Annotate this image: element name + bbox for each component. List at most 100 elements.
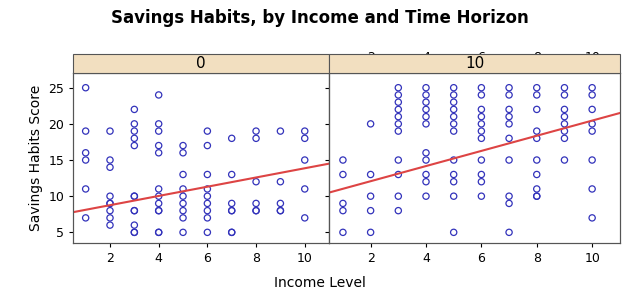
Point: [105, 194, 115, 199]
Point: [476, 158, 486, 162]
Point: [178, 230, 188, 235]
Point: [203, 208, 213, 213]
Point: [105, 201, 115, 206]
Point: [504, 201, 514, 206]
Point: [153, 93, 164, 97]
Point: [449, 179, 459, 184]
Point: [178, 216, 188, 220]
Point: [129, 208, 139, 213]
Point: [532, 93, 542, 97]
Point: [393, 93, 403, 97]
Point: [153, 122, 164, 126]
Point: [504, 194, 514, 199]
Point: [366, 194, 376, 199]
Point: [275, 179, 286, 184]
Point: [153, 143, 164, 148]
Point: [178, 150, 188, 155]
Point: [449, 85, 459, 90]
Point: [338, 208, 348, 213]
Point: [559, 158, 569, 162]
Point: [105, 201, 115, 206]
Point: [393, 85, 403, 90]
Point: [449, 100, 459, 105]
Point: [532, 107, 542, 112]
Point: [251, 179, 261, 184]
Point: [178, 208, 188, 213]
Text: Income Level: Income Level: [273, 276, 366, 290]
Text: Savings Habits, by Income and Time Horizon: Savings Habits, by Income and Time Horiz…: [111, 9, 528, 27]
Text: 10: 10: [465, 56, 484, 71]
Point: [338, 230, 348, 235]
Point: [559, 129, 569, 133]
Point: [105, 216, 115, 220]
Point: [81, 187, 91, 191]
Point: [178, 201, 188, 206]
Point: [203, 129, 213, 133]
Point: [338, 158, 348, 162]
Point: [476, 172, 486, 177]
Point: [129, 230, 139, 235]
Point: [393, 107, 403, 112]
Point: [449, 158, 459, 162]
Point: [178, 172, 188, 177]
Point: [81, 158, 91, 162]
Point: [393, 114, 403, 119]
Point: [421, 194, 431, 199]
Point: [251, 208, 261, 213]
Point: [587, 85, 597, 90]
Point: [421, 179, 431, 184]
Point: [504, 107, 514, 112]
Point: [129, 194, 139, 199]
Point: [532, 85, 542, 90]
Point: [421, 150, 431, 155]
Point: [559, 107, 569, 112]
Point: [532, 194, 542, 199]
Point: [300, 136, 310, 141]
Point: [227, 230, 237, 235]
Point: [203, 187, 213, 191]
Point: [476, 129, 486, 133]
Point: [559, 122, 569, 126]
Point: [587, 93, 597, 97]
Point: [105, 165, 115, 170]
Point: [532, 187, 542, 191]
Point: [393, 172, 403, 177]
Point: [504, 122, 514, 126]
Point: [251, 201, 261, 206]
Point: [129, 194, 139, 199]
Point: [393, 158, 403, 162]
Point: [203, 194, 213, 199]
Point: [587, 216, 597, 220]
Point: [251, 129, 261, 133]
Point: [153, 230, 164, 235]
Point: [532, 194, 542, 199]
Point: [421, 100, 431, 105]
Point: [153, 187, 164, 191]
Point: [338, 201, 348, 206]
Point: [105, 129, 115, 133]
Point: [393, 129, 403, 133]
Text: 0: 0: [196, 56, 206, 71]
Point: [504, 114, 514, 119]
Point: [366, 122, 376, 126]
Point: [532, 172, 542, 177]
Point: [178, 187, 188, 191]
Point: [153, 230, 164, 235]
Point: [275, 129, 286, 133]
Point: [178, 194, 188, 199]
Point: [153, 201, 164, 206]
Point: [300, 158, 310, 162]
Point: [366, 230, 376, 235]
Point: [587, 122, 597, 126]
Point: [251, 136, 261, 141]
Point: [476, 194, 486, 199]
Point: [129, 107, 139, 112]
Point: [366, 172, 376, 177]
Point: [129, 223, 139, 227]
Point: [449, 194, 459, 199]
Point: [81, 216, 91, 220]
Point: [300, 129, 310, 133]
Point: [203, 230, 213, 235]
Point: [105, 208, 115, 213]
Point: [251, 208, 261, 213]
